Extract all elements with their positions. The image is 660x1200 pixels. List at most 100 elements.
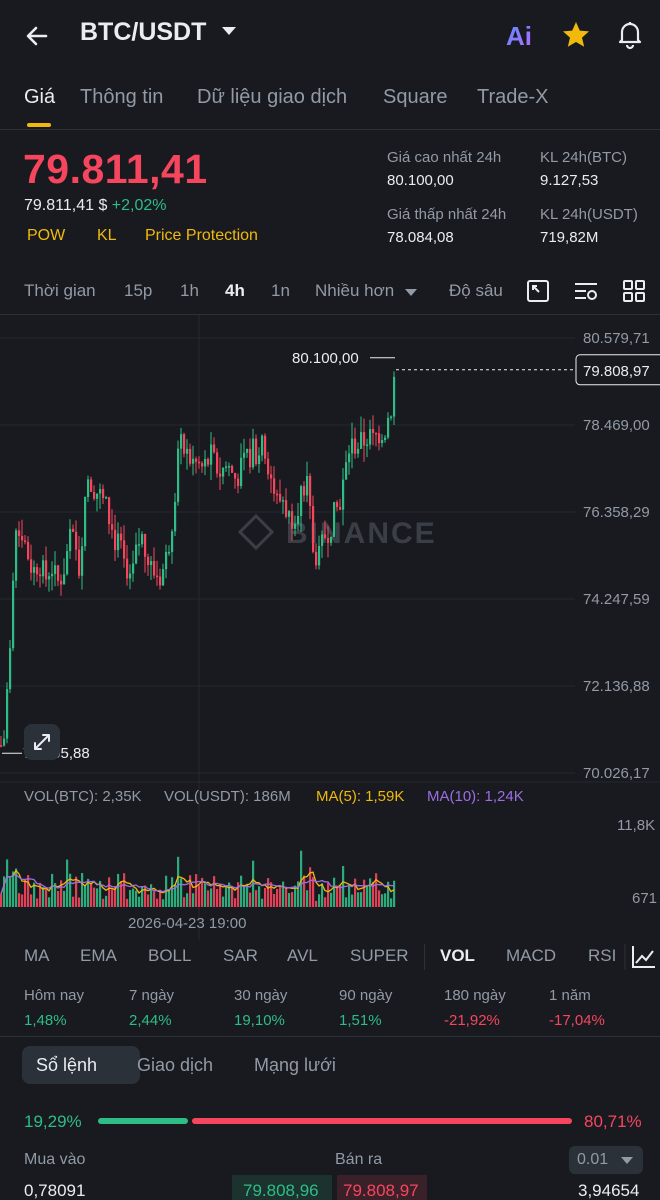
bid-price[interactable]: 79.808,96: [243, 1181, 319, 1200]
ask-quantity[interactable]: 3,94654: [578, 1181, 640, 1200]
volume-bar: [84, 885, 87, 907]
tab-order-book[interactable]: Sổ lệnh: [36, 1055, 98, 1075]
divider: [0, 129, 660, 130]
fullscreen-button[interactable]: [24, 724, 60, 760]
volume-bar: [291, 892, 294, 907]
grid-layout-icon[interactable]: [620, 277, 648, 305]
perf-today-value: 1,48%: [24, 1012, 67, 1029]
indicator-settings-button[interactable]: [624, 936, 660, 978]
candle-body: [45, 560, 48, 580]
interval-1h[interactable]: 1h: [180, 281, 199, 300]
candle-body: [9, 648, 12, 690]
tab-square[interactable]: Square: [383, 86, 448, 108]
candle-body: [210, 444, 213, 465]
price-step-value[interactable]: 0.01: [577, 1151, 609, 1168]
ma5-line: [0, 869, 395, 895]
volume-bar: [144, 885, 147, 907]
indicator-boll[interactable]: BOLL: [148, 946, 192, 965]
indicator-vol[interactable]: VOL: [440, 946, 475, 965]
volume-bar: [255, 890, 258, 907]
volume-bar: [135, 890, 138, 907]
tag-pow[interactable]: POW: [27, 227, 66, 244]
favorite-star-icon[interactable]: [560, 19, 592, 51]
volume-bar: [306, 890, 309, 907]
volume-bar: [279, 887, 282, 907]
caret-down-icon[interactable]: [222, 27, 236, 35]
tag-price-protection[interactable]: Price Protection: [145, 227, 258, 244]
ma10-line: [0, 873, 395, 895]
interval-time[interactable]: Thời gian: [24, 281, 96, 300]
indicator-sar[interactable]: SAR: [223, 946, 258, 965]
tab-price[interactable]: Giá: [24, 86, 56, 108]
volume-bar: [168, 890, 171, 907]
volume-bar: [240, 875, 243, 907]
volume-bar: [54, 883, 57, 907]
indicator-ema[interactable]: EMA: [80, 946, 117, 965]
last-price: 79.811,41: [23, 146, 208, 192]
indicator-ma[interactable]: MA: [24, 946, 50, 965]
more-caret-icon[interactable]: [405, 289, 417, 296]
interval-15p[interactable]: 15p: [124, 281, 153, 300]
candle-body: [267, 458, 270, 475]
interval-more[interactable]: Nhiều hơn: [315, 281, 395, 300]
candle-body: [363, 432, 366, 446]
volume-bar: [30, 894, 33, 907]
volume-bar: [201, 877, 204, 907]
divider: [424, 944, 425, 970]
candlestick-chart[interactable]: BINANCE 80.579,71 78.469,00 76.358,29 74.24…: [0, 315, 660, 940]
indicator-super[interactable]: SUPER: [350, 946, 409, 965]
volume-bar: [327, 882, 330, 907]
candle-body: [306, 475, 309, 496]
volume-bar: [273, 893, 276, 907]
indicator-rsi[interactable]: RSI: [588, 946, 617, 965]
candle-body: [66, 551, 69, 575]
tab-trading-data[interactable]: Dữ liệu giao dịch: [197, 86, 348, 108]
candle-body: [60, 580, 63, 585]
volume-bar: [351, 894, 354, 907]
candle-body: [15, 530, 18, 581]
volume-bar: [339, 885, 342, 907]
volume-bar: [6, 859, 9, 907]
tag-kl[interactable]: KL: [97, 227, 117, 244]
candle-body: [348, 453, 351, 463]
candle-body: [186, 448, 189, 454]
tab-trades[interactable]: Giao dịch: [137, 1055, 214, 1075]
candle-body: [159, 576, 162, 586]
buy-ratio: 19,29%: [24, 1112, 82, 1131]
volume-bar: [162, 899, 165, 907]
candle-body: [279, 493, 282, 502]
price-tick-label: 80.579,71: [583, 330, 650, 347]
interval-1n[interactable]: 1n: [271, 281, 290, 300]
candle-body: [219, 473, 222, 477]
indicator-avl[interactable]: AVL: [287, 946, 318, 965]
volume-bar: [180, 878, 183, 907]
volume-bar: [222, 896, 225, 907]
caret-down-icon[interactable]: [621, 1157, 633, 1164]
volume-bar: [198, 885, 201, 907]
ai-assistant-icon[interactable]: Ai: [505, 18, 539, 52]
volume-bar: [156, 898, 159, 907]
volume-bar: [210, 888, 213, 907]
candle-body: [198, 461, 201, 464]
sell-ratio-bar: [192, 1118, 572, 1124]
bid-depth-bar: [232, 1175, 332, 1200]
settings-sliders-icon[interactable]: [572, 277, 600, 305]
interval-4h[interactable]: 4h: [225, 281, 245, 300]
back-arrow-icon[interactable]: [20, 18, 56, 54]
tab-trade-x[interactable]: Trade-X: [477, 86, 549, 108]
volume-bar: [261, 898, 264, 907]
volume-bar: [96, 888, 99, 907]
bid-quantity[interactable]: 0,78091: [24, 1181, 86, 1200]
tab-network[interactable]: Mạng lưới: [254, 1055, 336, 1075]
candle-body: [393, 376, 396, 417]
bell-icon[interactable]: [614, 18, 646, 50]
interval-depth[interactable]: Độ sâu: [449, 281, 503, 300]
buy-ratio-bar: [98, 1118, 188, 1124]
ask-price[interactable]: 79.808,97: [343, 1181, 419, 1200]
current-price-tag: [575, 354, 660, 386]
indicator-macd[interactable]: MACD: [506, 946, 557, 965]
crop-icon[interactable]: [524, 277, 552, 305]
pair-selector[interactable]: BTC/USDT: [80, 18, 207, 46]
volume-bar: [159, 889, 162, 907]
tab-info[interactable]: Thông tin: [80, 86, 164, 108]
